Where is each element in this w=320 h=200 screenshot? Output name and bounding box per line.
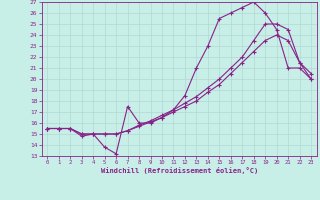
- X-axis label: Windchill (Refroidissement éolien,°C): Windchill (Refroidissement éolien,°C): [100, 167, 258, 174]
